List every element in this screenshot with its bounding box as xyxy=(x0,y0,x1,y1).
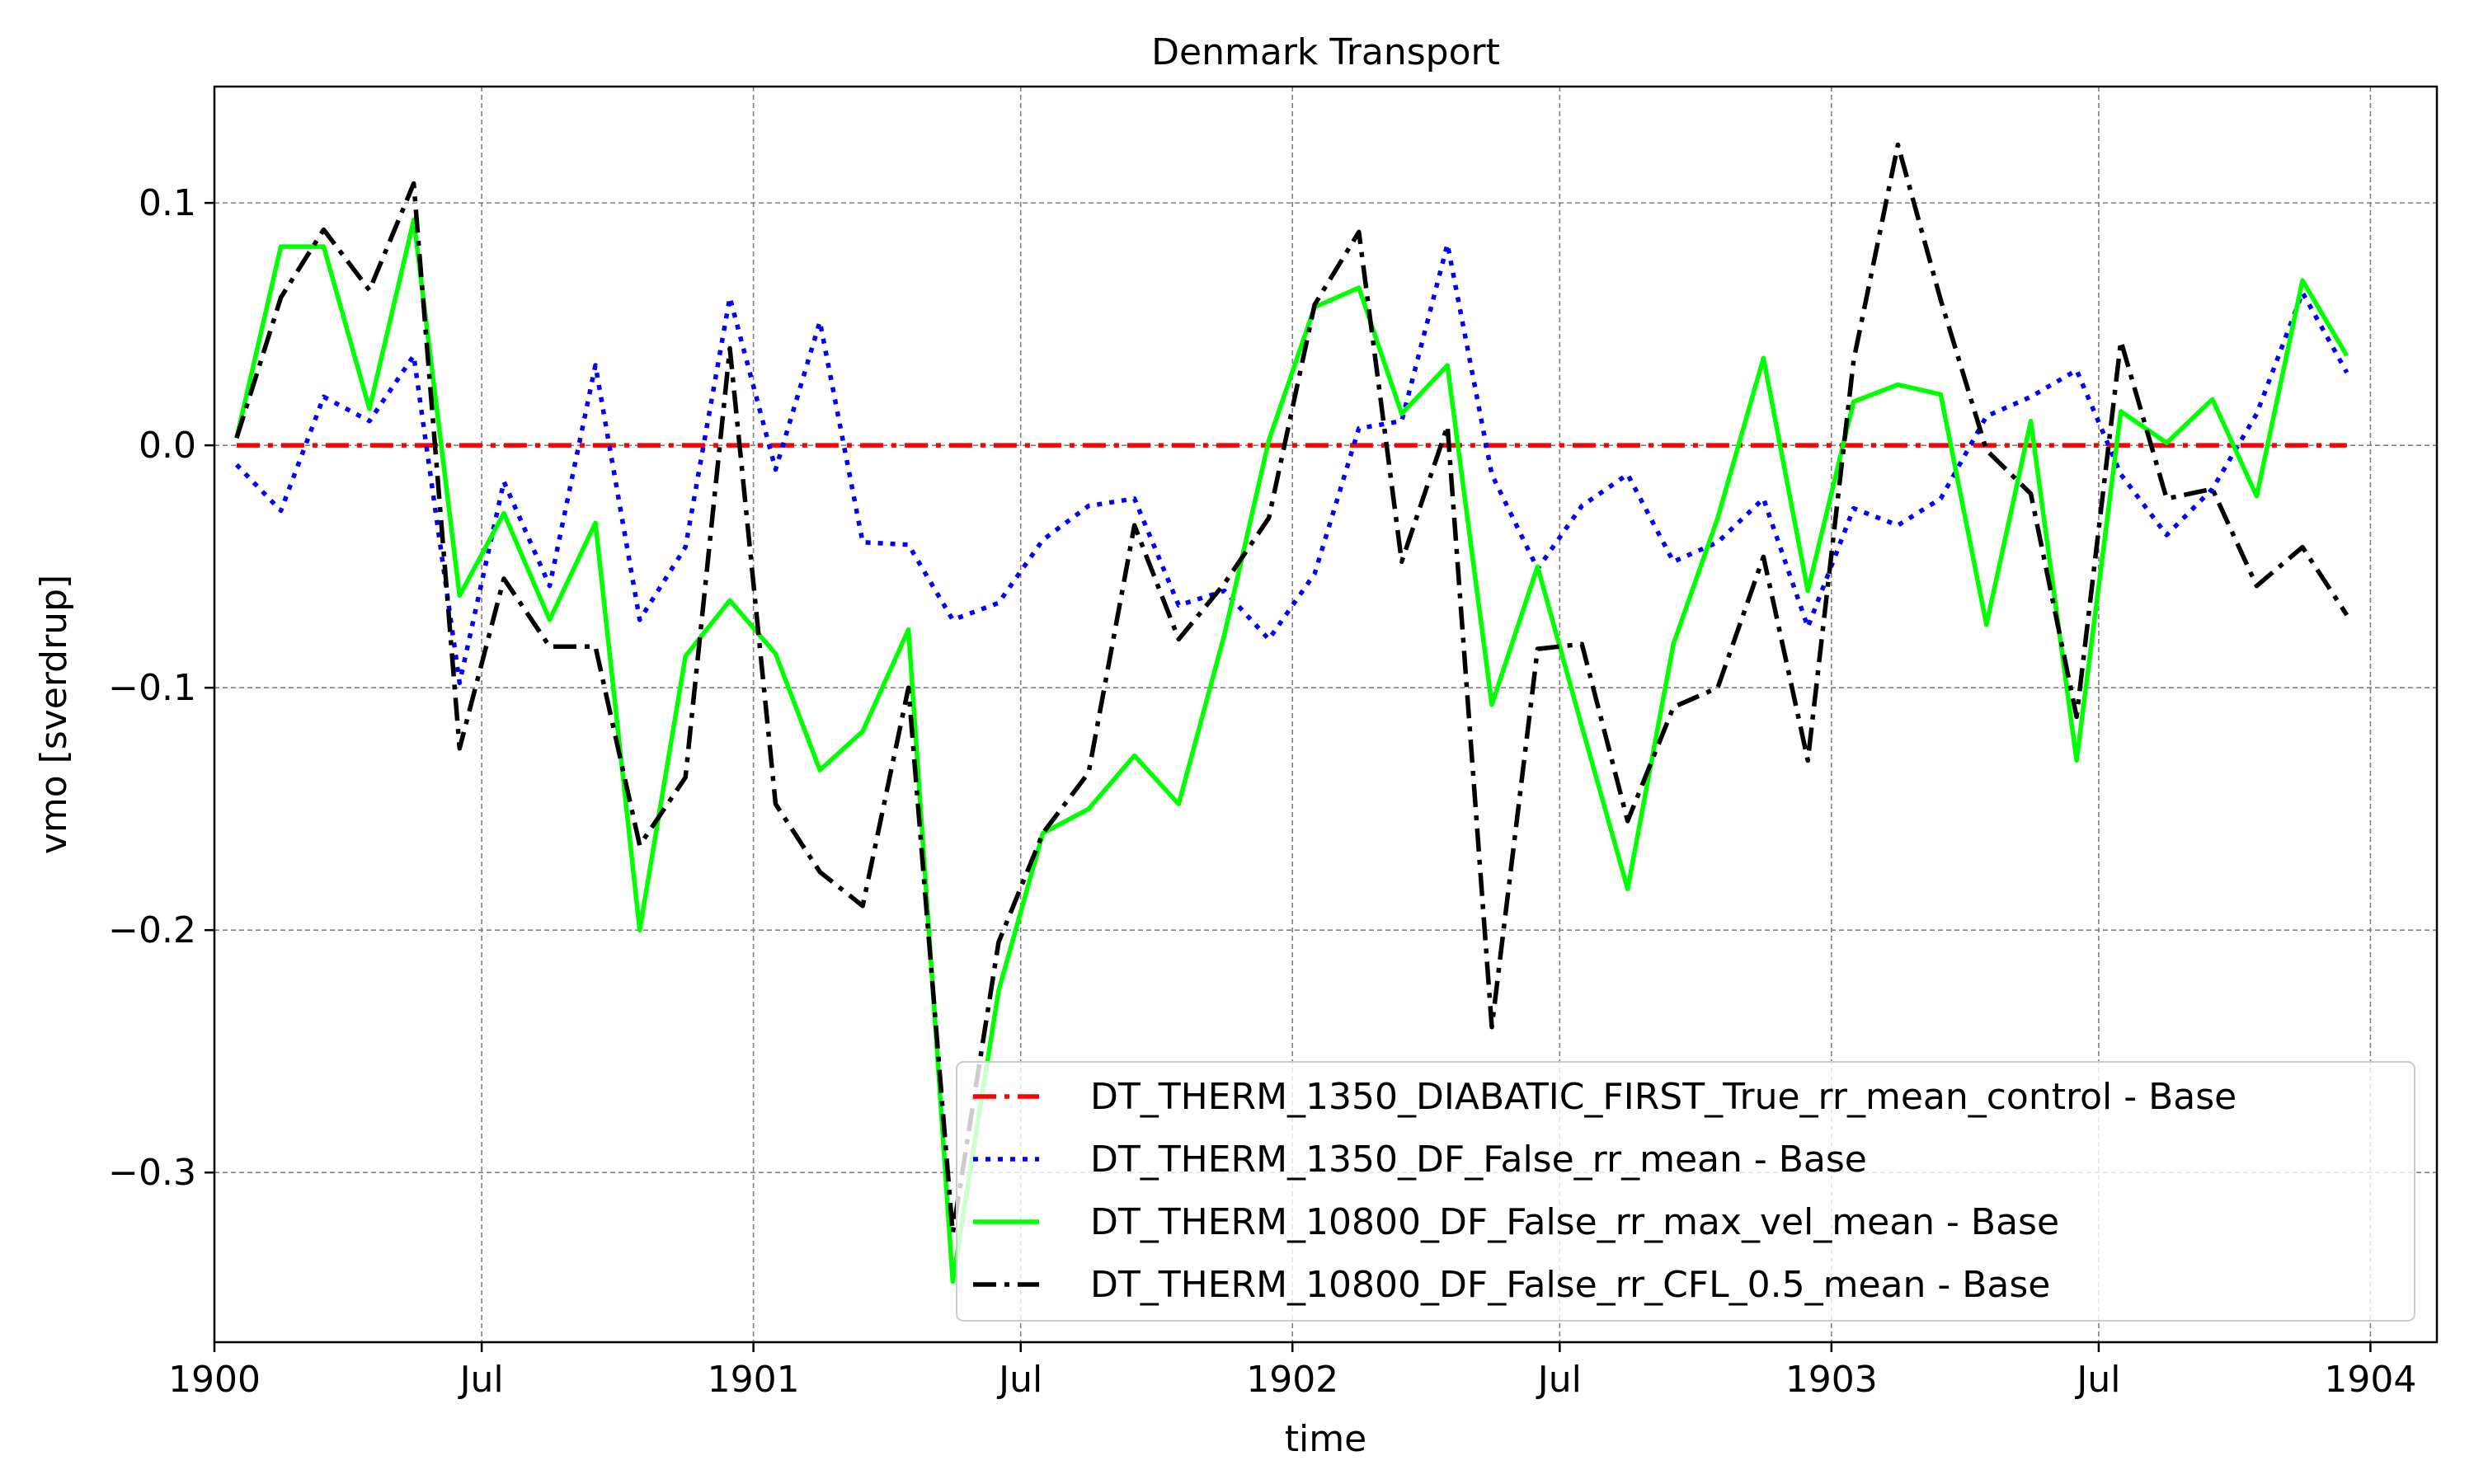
series-line-2 xyxy=(234,242,2349,686)
y-tick-label: −0.3 xyxy=(108,1152,196,1194)
x-tick-label: 1903 xyxy=(1785,1359,1878,1401)
chart-title: Denmark Transport xyxy=(1151,31,1500,73)
plot-area-frame xyxy=(213,85,2439,1344)
legend: DT_THERM_1350_DIABATIC_FIRST_True_rr_mea… xyxy=(956,1061,2415,1322)
series-lines xyxy=(234,142,2349,1284)
legend-label: DT_THERM_1350_DF_False_rr_mean - Base xyxy=(1090,1139,1867,1181)
y-tick-label: 0.1 xyxy=(139,182,196,224)
x-tick-label: Jul xyxy=(458,1359,504,1401)
x-axis-label: time xyxy=(1285,1418,1366,1460)
x-tick-label: Jul xyxy=(996,1359,1042,1401)
x-tick-label: 1901 xyxy=(708,1359,800,1401)
y-tick-label: −0.1 xyxy=(108,667,196,709)
x-tick-label: Jul xyxy=(2074,1359,2120,1401)
legend-label: DT_THERM_10800_DF_False_rr_max_vel_mean … xyxy=(1090,1201,2059,1243)
y-tick-label: 0.0 xyxy=(139,425,196,467)
x-tick-label: 1902 xyxy=(1246,1359,1338,1401)
series-line-3 xyxy=(234,217,2349,1284)
series-line-4 xyxy=(234,142,2349,1236)
legend-label: DT_THERM_1350_DIABATIC_FIRST_True_rr_mea… xyxy=(1090,1076,2236,1118)
y-axis-label: vmo [sverdrup] xyxy=(33,575,75,854)
axis-ticks: 1900 Jul 1901 Jul 1902 Jul 1903 Jul 1904 0.1 0.0 −0… xyxy=(108,182,2416,1401)
y-tick-label: −0.2 xyxy=(108,909,196,951)
legend-label: DT_THERM_10800_DF_False_rr_CFL_0.5_mean … xyxy=(1090,1264,2050,1306)
x-tick-label: 1900 xyxy=(168,1359,261,1401)
legend-box xyxy=(956,1061,2415,1322)
x-tick-label: Jul xyxy=(1536,1359,1582,1401)
x-tick-label: 1904 xyxy=(2324,1359,2416,1401)
